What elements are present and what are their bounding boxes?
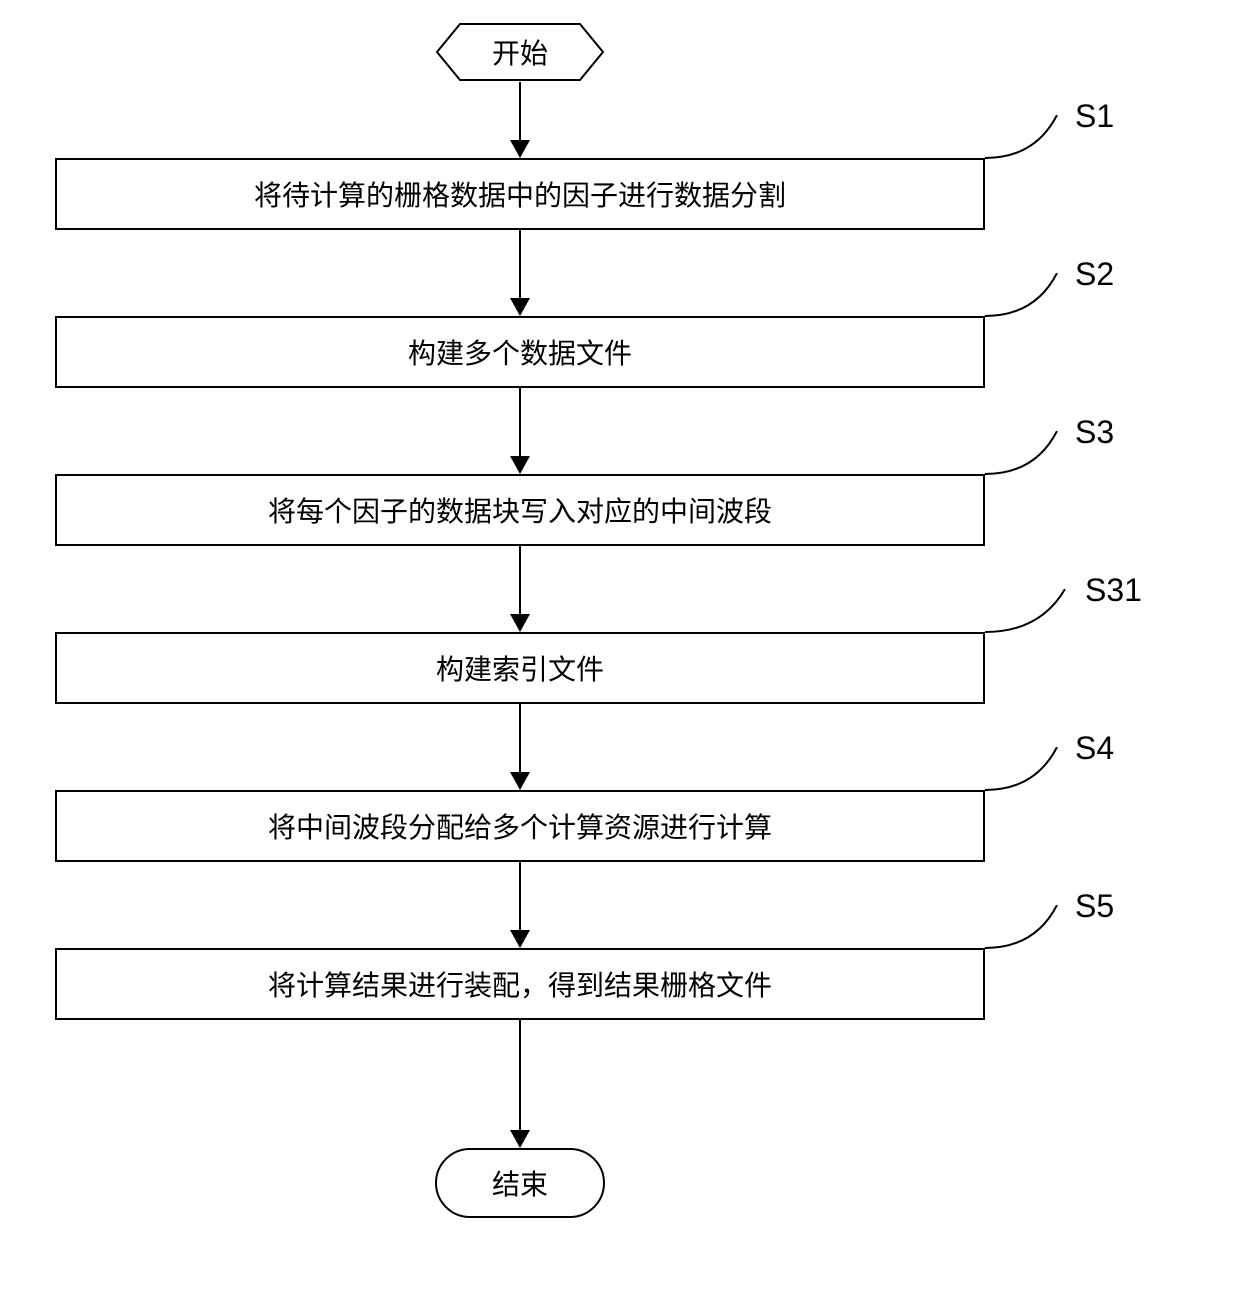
- s3-connector: [985, 431, 1080, 486]
- s4-label: S4: [1075, 730, 1114, 767]
- arrow-s2-s3: [519, 388, 521, 456]
- step-s31-text: 构建索引文件: [436, 648, 604, 688]
- step-s2-text: 构建多个数据文件: [408, 332, 632, 372]
- s2-connector: [985, 273, 1080, 328]
- step-s31: 构建索引文件: [55, 632, 985, 704]
- arrow-head-s5-end: [510, 1130, 530, 1148]
- arrow-start-s1: [519, 82, 521, 140]
- s4-connector: [985, 747, 1080, 802]
- arrow-s4-s5: [519, 862, 521, 930]
- step-s1: 将待计算的栅格数据中的因子进行数据分割: [55, 158, 985, 230]
- step-s2: 构建多个数据文件: [55, 316, 985, 388]
- arrow-head-s1-s2: [510, 298, 530, 316]
- s1-connector: [985, 115, 1080, 170]
- arrow-head-s2-s3: [510, 456, 530, 474]
- step-s5-text: 将计算结果进行装配，得到结果栅格文件: [268, 964, 772, 1004]
- step-s1-text: 将待计算的栅格数据中的因子进行数据分割: [254, 174, 786, 214]
- s1-label: S1: [1075, 98, 1114, 135]
- step-s4-text: 将中间波段分配给多个计算资源进行计算: [268, 806, 772, 846]
- arrow-s31-s4: [519, 704, 521, 772]
- s3-label: S3: [1075, 414, 1114, 451]
- start-label: 开始: [492, 32, 548, 72]
- start-node: 开始: [435, 22, 605, 82]
- step-s3-text: 将每个因子的数据块写入对应的中间波段: [268, 490, 772, 530]
- arrow-s3-s31: [519, 546, 521, 614]
- s5-label: S5: [1075, 888, 1114, 925]
- step-s5: 将计算结果进行装配，得到结果栅格文件: [55, 948, 985, 1020]
- s5-connector: [985, 905, 1080, 960]
- step-s3: 将每个因子的数据块写入对应的中间波段: [55, 474, 985, 546]
- arrow-head-s3-s31: [510, 614, 530, 632]
- step-s4: 将中间波段分配给多个计算资源进行计算: [55, 790, 985, 862]
- arrow-head-s31-s4: [510, 772, 530, 790]
- end-node: 结束: [435, 1148, 605, 1218]
- arrow-s5-end: [519, 1020, 521, 1130]
- s31-label: S31: [1085, 572, 1142, 609]
- arrow-head-s4-s5: [510, 930, 530, 948]
- s31-connector: [985, 589, 1090, 644]
- flowchart-container: 开始 将待计算的栅格数据中的因子进行数据分割 S1 构建多个数据文件 S2 将每…: [0, 0, 1240, 1314]
- arrow-head-start-s1: [510, 140, 530, 158]
- arrow-s1-s2: [519, 230, 521, 298]
- end-label: 结束: [492, 1163, 548, 1203]
- s2-label: S2: [1075, 256, 1114, 293]
